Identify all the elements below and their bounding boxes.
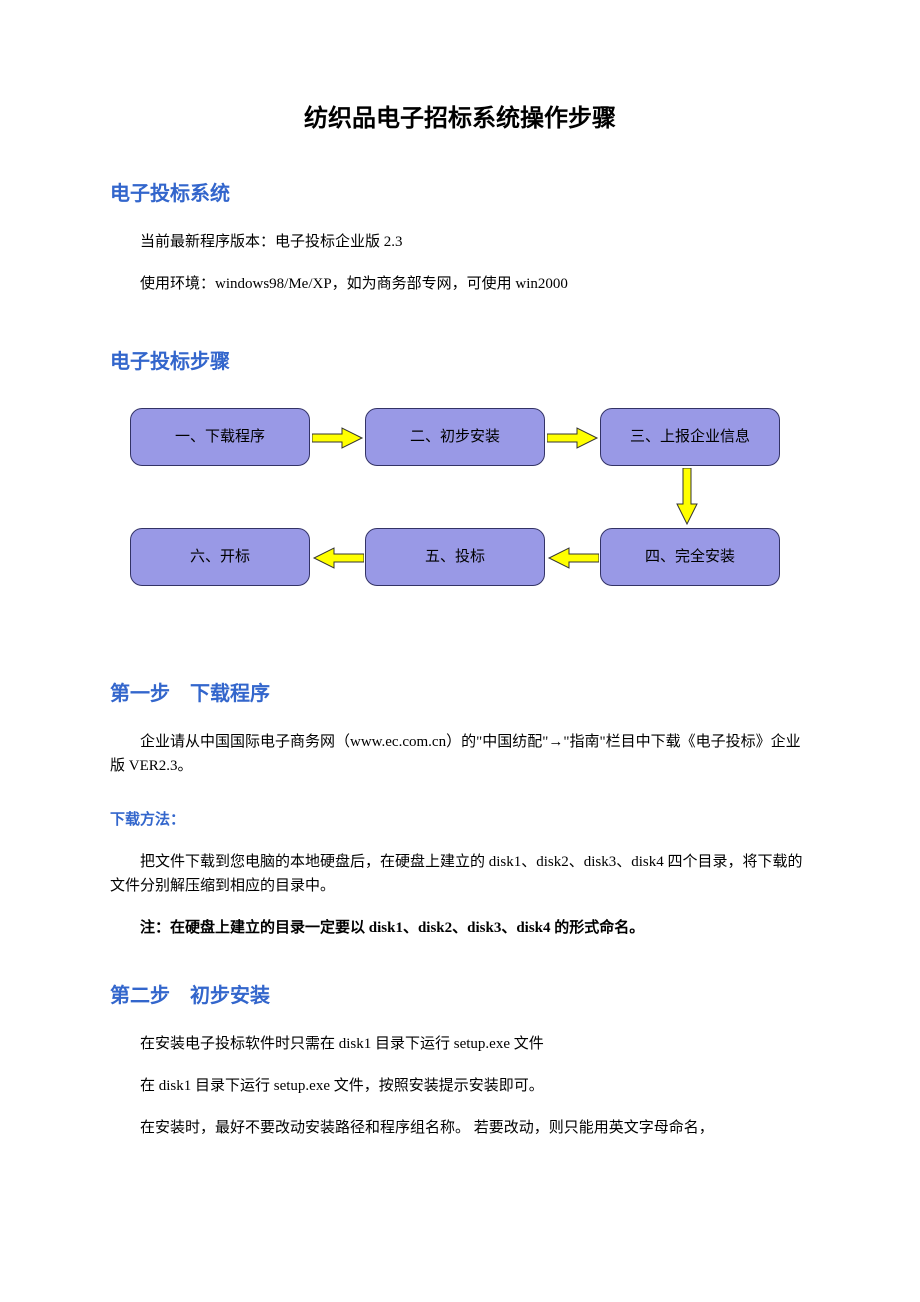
step2-para2: 在 disk1 目录下运行 setup.exe 文件，按照安装提示安装即可。 [110, 1074, 810, 1098]
flow-arrow-n3-n4 [675, 468, 699, 526]
flow-arrow-n2-n3 [547, 426, 599, 450]
env-line: 使用环境：windows98/Me/XP，如为商务部专网，可使用 win2000 [110, 272, 810, 296]
step2-para1: 在安装电子投标软件时只需在 disk1 目录下运行 setup.exe 文件 [110, 1032, 810, 1056]
version-line: 当前最新程序版本：电子投标企业版 2.3 [110, 230, 810, 254]
flow-arrow-n1-n2 [312, 426, 364, 450]
step1-para1: 企业请从中国国际电子商务网（www.ec.com.cn）的"中国纺配"→"指南"… [110, 730, 810, 778]
section-heading-steps: 电子投标步骤 [110, 346, 810, 378]
step2-heading: 第二步 初步安装 [110, 980, 810, 1012]
step2-para3: 在安装时，最好不要改动安装路径和程序组名称。 若要改动，则只能用英文字母命名， [110, 1116, 810, 1140]
flow-node-n2: 二、初步安装 [365, 408, 545, 466]
flow-arrow-n4-n5 [547, 546, 599, 570]
step1-subheading: 下载方法： [110, 808, 810, 832]
flow-node-n5: 五、投标 [365, 528, 545, 586]
step1-note: 注：在硬盘上建立的目录一定要以 disk1、disk2、disk3、disk4 … [110, 916, 810, 940]
flowchart: 一、下载程序二、初步安装三、上报企业信息四、完全安装五、投标六、开标 [110, 398, 790, 628]
flow-node-n3: 三、上报企业信息 [600, 408, 780, 466]
flow-node-n4: 四、完全安装 [600, 528, 780, 586]
flow-node-n6: 六、开标 [130, 528, 310, 586]
step1-para2: 把文件下载到您电脑的本地硬盘后，在硬盘上建立的 disk1、disk2、disk… [110, 850, 810, 898]
page-title: 纺织品电子招标系统操作步骤 [110, 100, 810, 138]
flow-arrow-n5-n6 [312, 546, 364, 570]
section-heading-system: 电子投标系统 [110, 178, 810, 210]
flow-node-n1: 一、下载程序 [130, 408, 310, 466]
step1-heading: 第一步 下载程序 [110, 678, 810, 710]
